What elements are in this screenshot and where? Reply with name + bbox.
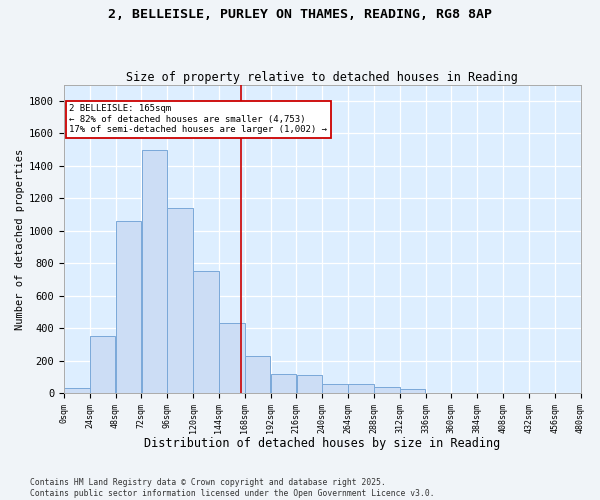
Bar: [193, 272, 219, 393]
Bar: [322, 384, 348, 393]
Bar: [245, 356, 271, 393]
X-axis label: Distribution of detached houses by size in Reading: Distribution of detached houses by size …: [144, 437, 500, 450]
Text: Contains HM Land Registry data © Crown copyright and database right 2025.
Contai: Contains HM Land Registry data © Crown c…: [30, 478, 434, 498]
Bar: [116, 221, 141, 393]
Y-axis label: Number of detached properties: Number of detached properties: [15, 148, 25, 330]
Bar: [400, 389, 425, 393]
Bar: [90, 336, 115, 393]
Bar: [219, 324, 245, 393]
Bar: [142, 150, 167, 393]
Text: 2, BELLEISLE, PURLEY ON THAMES, READING, RG8 8AP: 2, BELLEISLE, PURLEY ON THAMES, READING,…: [108, 8, 492, 20]
Title: Size of property relative to detached houses in Reading: Size of property relative to detached ho…: [126, 70, 518, 84]
Bar: [64, 388, 89, 393]
Bar: [296, 376, 322, 393]
Bar: [348, 384, 374, 393]
Bar: [167, 208, 193, 393]
Bar: [374, 386, 400, 393]
Text: 2 BELLEISLE: 165sqm
← 82% of detached houses are smaller (4,753)
17% of semi-det: 2 BELLEISLE: 165sqm ← 82% of detached ho…: [69, 104, 327, 134]
Bar: [271, 374, 296, 393]
